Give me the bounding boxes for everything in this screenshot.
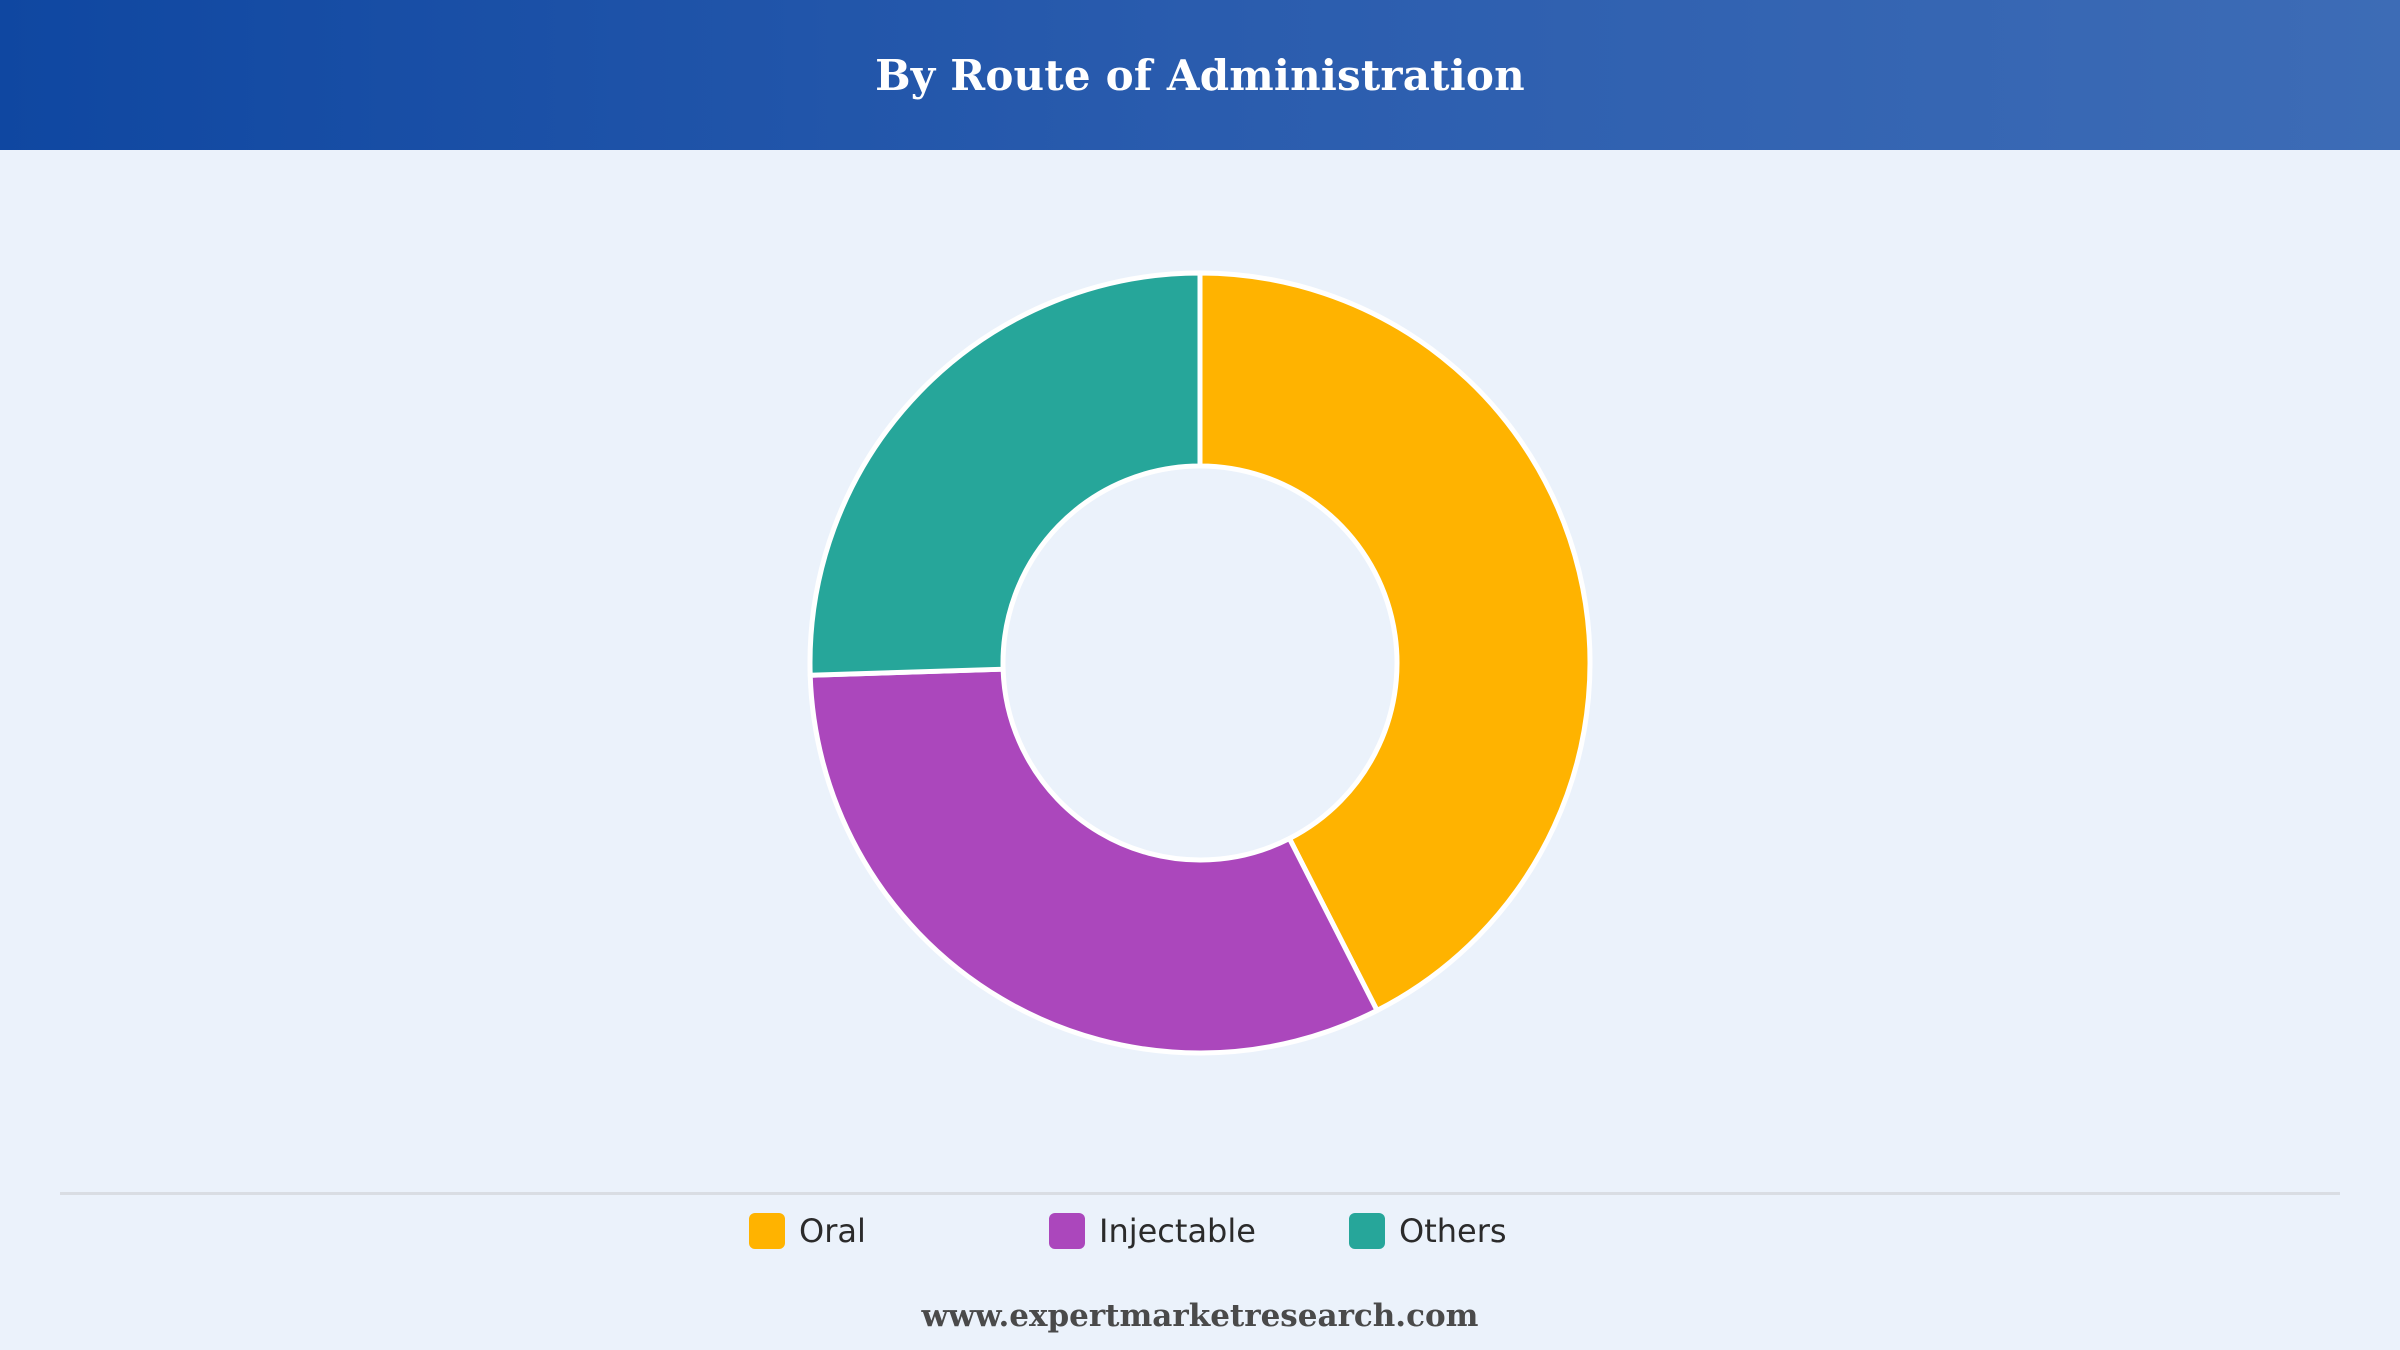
header-bar: By Route of Administration (0, 0, 2400, 150)
source-url: www.expertmarketresearch.com (921, 1298, 1479, 1334)
slice-injectable[interactable] (807, 666, 1380, 1056)
legend-label-others: Others (1399, 1212, 1507, 1250)
legend-item-injectable[interactable]: Injectable (1049, 1209, 1256, 1253)
legend-swatch-injectable (1049, 1213, 1085, 1249)
legend-swatch-oral (749, 1213, 785, 1249)
legend-item-oral[interactable]: Oral (749, 1209, 866, 1253)
legend: Oral Injectable Others (0, 1209, 2400, 1253)
legend-divider (60, 1192, 2340, 1195)
slice-others[interactable] (807, 270, 1203, 678)
chart-title: By Route of Administration (875, 50, 1525, 100)
legend-label-injectable: Injectable (1099, 1212, 1256, 1250)
legend-item-others[interactable]: Others (1349, 1209, 1507, 1253)
legend-swatch-others (1349, 1213, 1385, 1249)
slice-oral[interactable] (1197, 270, 1593, 1013)
legend-label-oral: Oral (799, 1212, 866, 1250)
